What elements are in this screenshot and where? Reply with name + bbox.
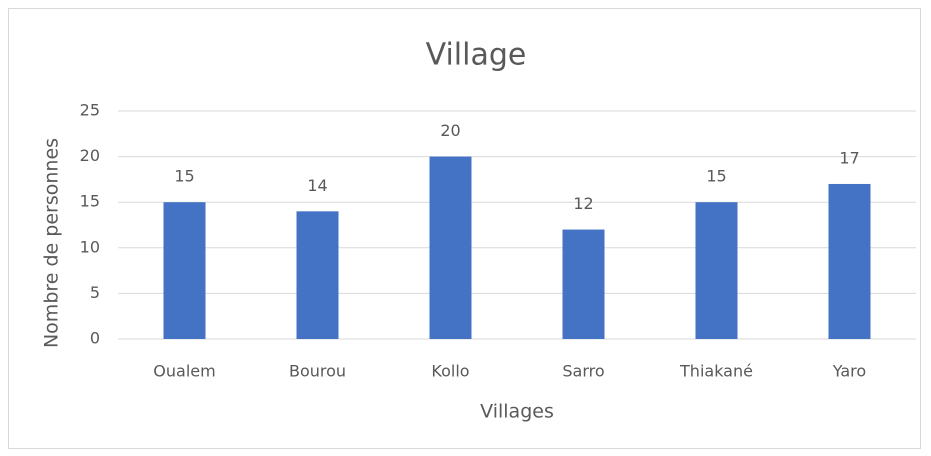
x-tick-label: Yaro	[832, 362, 866, 381]
y-tick-label: 5	[90, 283, 100, 302]
data-label: 14	[307, 176, 327, 195]
x-axis-title: Villages	[480, 401, 554, 423]
data-label: 20	[440, 121, 460, 140]
data-label: 17	[839, 148, 859, 167]
y-tick-label: 10	[80, 237, 100, 256]
bar	[695, 202, 738, 339]
y-tick-label: 15	[80, 192, 100, 211]
x-tick-label: Oualem	[153, 362, 215, 381]
x-tick-label: Thiakané	[679, 362, 753, 381]
x-tick-label: Bourou	[289, 362, 346, 381]
chart-title: Village	[426, 38, 527, 73]
data-label: 15	[706, 167, 726, 186]
bar	[828, 183, 871, 339]
y-tick-label: 0	[90, 329, 100, 348]
x-tick-label: Kollo	[431, 362, 469, 381]
x-tick-label: Sarro	[562, 362, 604, 381]
bar	[163, 202, 206, 339]
bar	[296, 211, 339, 339]
data-label: 15	[174, 167, 194, 186]
bar	[562, 229, 605, 339]
y-axis-title: Nombre de personnes	[41, 138, 63, 348]
y-tick-label: 20	[80, 146, 100, 165]
bar	[429, 156, 472, 339]
y-tick-label: 25	[80, 101, 100, 120]
data-label: 12	[573, 194, 593, 213]
